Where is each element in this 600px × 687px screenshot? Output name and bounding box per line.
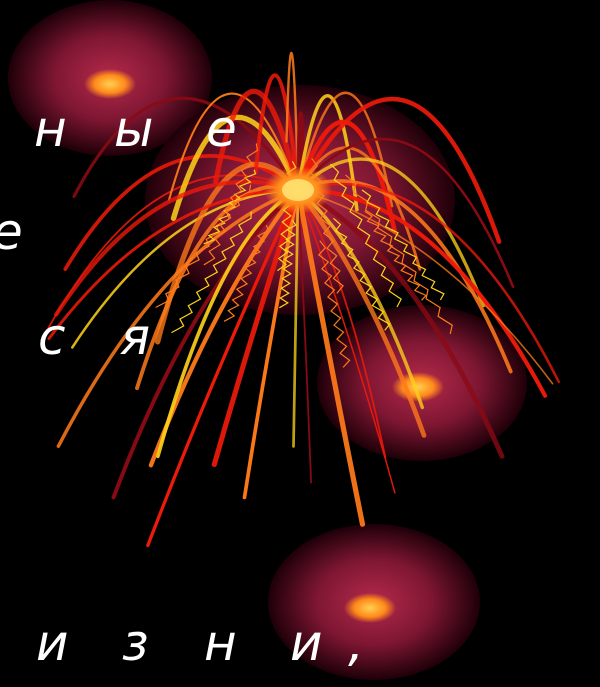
firework-ray xyxy=(295,187,505,459)
firework-ray xyxy=(297,189,312,484)
firework-ray xyxy=(111,188,300,500)
firework-squiggle xyxy=(203,169,257,245)
firework-ray xyxy=(146,188,300,548)
firework-squiggle xyxy=(171,211,252,334)
firework-ray xyxy=(297,189,396,494)
firework-ray xyxy=(296,91,394,208)
text-line3-letter-1: с xyxy=(38,308,66,366)
orb-bottom xyxy=(268,524,480,680)
firework-ray xyxy=(295,187,366,527)
firework-ray xyxy=(242,188,300,500)
text-line4-letter-2: з xyxy=(122,614,149,672)
firework-ray xyxy=(295,187,427,438)
firework-squiggle xyxy=(155,184,252,308)
firework-ray xyxy=(47,188,300,340)
text-line4-letter-5: , xyxy=(348,614,364,672)
firework-ray xyxy=(295,187,548,398)
text-line4-letter-4: и xyxy=(290,614,323,672)
firework-ray xyxy=(295,96,502,244)
firework-ray xyxy=(296,182,561,384)
firework-ray xyxy=(253,73,300,192)
firework-squiggle xyxy=(332,217,391,331)
firework-squiggle xyxy=(361,189,445,301)
firework-ray xyxy=(72,96,300,198)
firework-squiggle xyxy=(317,240,351,368)
firework-ray xyxy=(56,188,300,448)
text-line1-letter-1: н xyxy=(34,100,67,158)
firework-squiggle xyxy=(223,224,270,322)
firework-squiggle xyxy=(364,210,428,301)
firework-ray xyxy=(54,179,301,317)
firework-ray xyxy=(296,137,515,288)
firework-ray xyxy=(292,188,300,448)
text-line2-letter-1: е xyxy=(0,207,23,257)
firework-center-burst xyxy=(264,166,332,214)
text-line4-letter-1: и xyxy=(36,614,69,672)
firework-squiggles xyxy=(155,143,453,368)
firework-squiggle xyxy=(329,163,402,308)
orb-top-left xyxy=(8,0,212,156)
firework-ray xyxy=(213,88,301,193)
firework-ray xyxy=(167,92,300,202)
firework-ray xyxy=(296,157,486,308)
firework-ray xyxy=(285,51,300,192)
firework-ray xyxy=(297,189,554,385)
text-line3-letter-2: я xyxy=(120,308,151,366)
firework-ray xyxy=(63,154,300,271)
firework-ray xyxy=(295,119,397,234)
text-line1-letter-3: е xyxy=(206,100,237,158)
firework-squiggle xyxy=(279,219,297,309)
text-line4-letter-3: н xyxy=(204,614,237,672)
firework-squiggle xyxy=(203,143,259,266)
text-line1-letter-2: ы xyxy=(114,100,154,158)
